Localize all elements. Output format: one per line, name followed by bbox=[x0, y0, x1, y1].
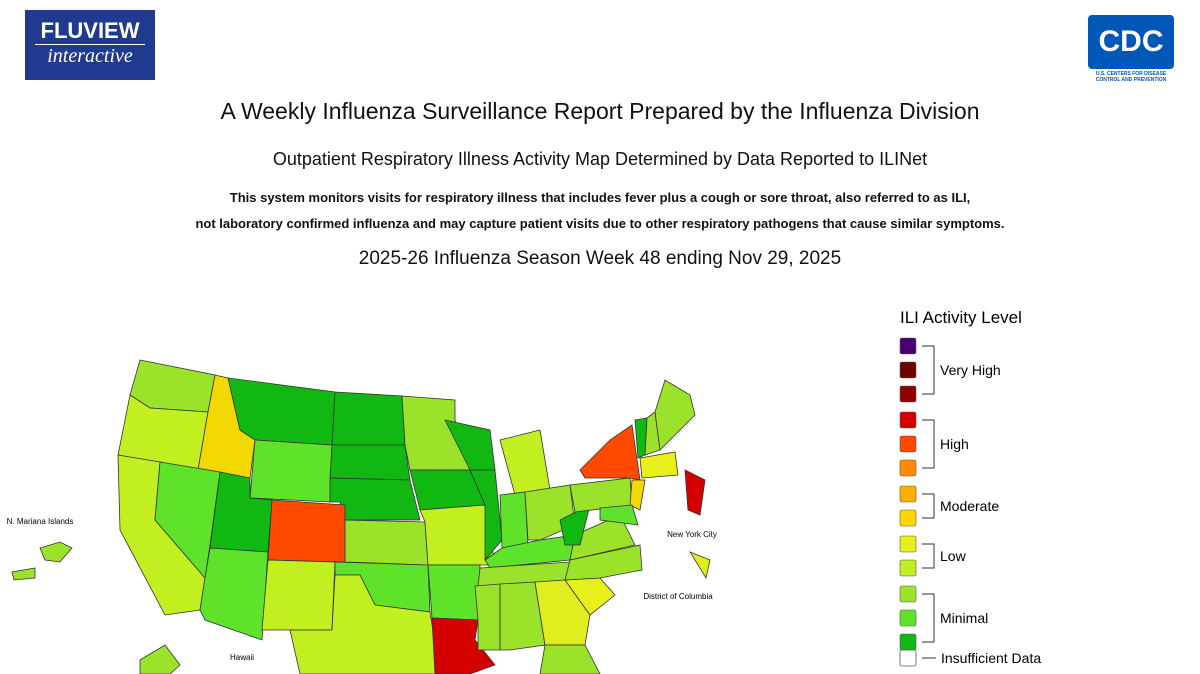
legend-swatch bbox=[899, 649, 917, 667]
fluview-logo: FLUVIEW interactive bbox=[25, 10, 155, 80]
legend-bracket bbox=[922, 543, 935, 569]
legend-title: ILI Activity Level bbox=[900, 308, 1022, 327]
legend-swatch bbox=[899, 361, 917, 379]
legend-swatch bbox=[899, 509, 917, 527]
map-label: Hawaii bbox=[230, 653, 254, 662]
subtitle: Outpatient Respiratory Illness Activity … bbox=[272, 149, 928, 169]
legend-label: Insufficient Data bbox=[941, 650, 1041, 666]
legend-swatch bbox=[899, 585, 917, 603]
legend-label: Moderate bbox=[940, 498, 999, 514]
map-label: New York City bbox=[667, 530, 717, 539]
legend-label: Minimal bbox=[940, 610, 988, 626]
legend-swatch bbox=[899, 411, 917, 429]
legend-swatch bbox=[899, 535, 917, 553]
cdc-logo: CDC U.S. CENTERS FOR DISEASE CONTROL AND… bbox=[1088, 15, 1174, 83]
legend-bracket bbox=[922, 419, 935, 469]
legend-label: Low bbox=[940, 548, 967, 564]
fluview-title: FLUVIEW bbox=[35, 18, 145, 45]
title: A Weekly Influenza Surveillance Report P… bbox=[220, 98, 980, 124]
legend-swatch bbox=[899, 559, 917, 577]
states bbox=[11, 359, 711, 674]
legend-label: Very High bbox=[940, 362, 1001, 378]
legend-swatch bbox=[899, 337, 917, 355]
legend-swatch bbox=[899, 609, 917, 627]
week: 2025-26 Influenza Season Week 48 ending … bbox=[358, 248, 842, 269]
map-label: District of Columbia bbox=[643, 592, 713, 601]
map-label: N. Mariana Islands bbox=[7, 517, 74, 526]
legend-bracket bbox=[922, 593, 935, 643]
legend-label: High bbox=[940, 436, 969, 452]
cdc-title: CDC bbox=[1088, 15, 1174, 69]
legend-swatch bbox=[899, 435, 917, 453]
legend-swatch bbox=[899, 459, 917, 477]
cdc-subtitle: U.S. CENTERS FOR DISEASE CONTROL AND PRE… bbox=[1095, 71, 1167, 83]
legend-bracket bbox=[922, 493, 935, 519]
legend-swatch bbox=[899, 633, 917, 651]
legend-swatch bbox=[899, 485, 917, 503]
legend-swatch bbox=[899, 385, 917, 403]
legend-bracket bbox=[922, 345, 935, 395]
description-line: This system monitors visits for respirat… bbox=[229, 190, 971, 205]
fluview-subtitle: interactive bbox=[47, 45, 133, 67]
description-line: not laboratory confirmed influenza and m… bbox=[195, 216, 1005, 231]
